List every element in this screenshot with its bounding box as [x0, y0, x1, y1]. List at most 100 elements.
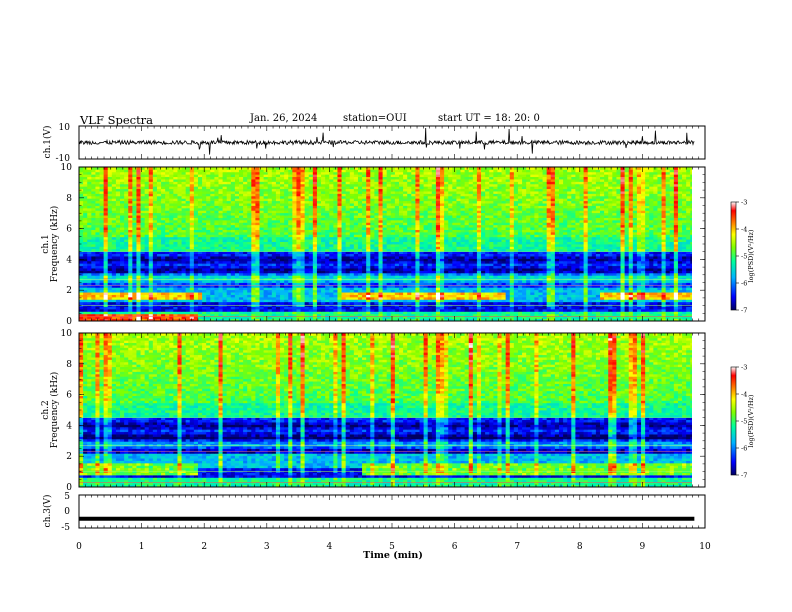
spectrogram-cell	[653, 253, 658, 257]
spectrogram-cell	[526, 260, 531, 264]
spectrogram-cell	[517, 244, 523, 247]
spectrogram-cell	[636, 268, 642, 271]
spectrogram-cell	[95, 260, 100, 264]
spectrogram-cell	[148, 284, 154, 288]
spectrogram-cell	[284, 284, 289, 288]
spectrogram-cell	[292, 289, 297, 293]
spectrogram-cell	[427, 294, 433, 298]
spectrogram-cell	[456, 253, 461, 257]
spectrogram-cell	[107, 244, 113, 247]
spectrogram-cell	[251, 299, 256, 303]
spectrogram-cell	[271, 251, 277, 255]
spectrogram-cell	[411, 251, 416, 255]
spectrogram-cell	[632, 306, 638, 310]
spectrogram-cell	[415, 275, 420, 279]
spectrogram-cell	[517, 268, 523, 271]
spectrogram-cell	[263, 253, 269, 257]
spectrogram-cell	[407, 270, 412, 274]
spectrogram-cell	[202, 301, 207, 305]
spectrogram-cell	[366, 292, 371, 295]
spectrogram-cell	[300, 244, 306, 247]
spectrogram-cell	[234, 270, 240, 274]
spectrogram-cell	[517, 301, 523, 305]
spectrogram-cell	[587, 306, 593, 310]
spectrogram-cell	[230, 248, 236, 252]
spectrogram-cell	[329, 308, 334, 312]
spectrogram-cell	[87, 244, 92, 247]
spectrogram-cell	[156, 308, 162, 312]
spectrogram-cell	[226, 306, 232, 310]
spectrogram-cell	[214, 253, 219, 257]
spectrogram-cell	[538, 244, 543, 247]
spectrogram-cell	[255, 268, 260, 271]
spectrogram-cell	[489, 316, 494, 319]
spectrogram-cell	[452, 248, 457, 252]
spectrogram-cell	[349, 289, 355, 293]
spectrogram-cell	[271, 272, 277, 276]
spectrogram-cell	[481, 241, 486, 245]
spectrogram-cell	[431, 268, 437, 271]
spectrogram-cell	[464, 280, 470, 283]
spectrogram-cell	[620, 246, 626, 250]
spectrogram-cell	[530, 272, 535, 276]
spectrogram-cell	[312, 299, 318, 303]
spectrogram-cell	[193, 289, 199, 293]
spectrogram-cell	[378, 289, 383, 293]
spectrogram-cell	[124, 282, 129, 286]
spectrogram-cell	[353, 296, 359, 300]
spectrogram-cell	[378, 265, 383, 269]
spectrogram-cell	[649, 299, 654, 303]
spectrogram-cell	[550, 296, 556, 300]
spectrogram-cell	[316, 299, 322, 303]
spectrogram-cell	[173, 256, 178, 259]
spectrogram-cell	[624, 248, 630, 252]
spectrogram-cell	[312, 272, 318, 276]
spectrogram-cell	[99, 318, 105, 321]
spectrogram-cell	[612, 251, 617, 255]
spectrogram-cell	[608, 296, 613, 300]
spectrogram-cell	[222, 299, 228, 303]
spectrogram-cell	[156, 275, 162, 279]
spectrogram-cell	[144, 318, 150, 321]
spectrogram-cell	[271, 280, 277, 283]
spectrogram-cell	[481, 294, 486, 298]
spectrogram-cell	[181, 318, 187, 321]
spectrogram-cell	[583, 258, 589, 262]
spectrogram-cell	[181, 296, 187, 300]
spectrogram-cell	[616, 296, 621, 300]
spectrogram-cell	[677, 265, 683, 269]
spectrogram-cell	[341, 241, 347, 245]
spectrogram-cell	[177, 280, 182, 283]
spectrogram-cell	[87, 253, 92, 257]
spectrogram-cell	[476, 308, 482, 312]
spectrogram-cell	[517, 316, 523, 319]
spectrogram-cell	[214, 248, 219, 252]
spectrogram-cell	[636, 301, 642, 305]
spectrogram-cell	[374, 308, 379, 312]
spectrogram-cell	[362, 282, 367, 286]
spectrogram-cell	[304, 308, 310, 312]
spectrogram-cell	[185, 282, 191, 286]
spectrogram-cell	[95, 241, 100, 245]
spectrogram-cell	[325, 316, 330, 319]
spectrogram-cell	[325, 248, 330, 252]
spectrogram-cell	[628, 296, 634, 300]
spectrogram-cell	[497, 301, 502, 305]
spectrogram-cell	[333, 253, 338, 257]
spectrogram-cell	[99, 301, 105, 305]
spectrogram-cell	[620, 265, 626, 269]
spectrogram-cell	[202, 258, 207, 262]
spectrogram-cell	[329, 301, 334, 305]
spectrogram-cell	[189, 270, 195, 274]
spectrogram-cell	[173, 318, 178, 321]
spectrogram-cell	[579, 311, 584, 315]
spectrogram-cell	[554, 253, 560, 257]
spectrogram-cell	[234, 299, 240, 303]
spectrogram-cell	[329, 275, 334, 279]
spectrogram-cell	[267, 299, 273, 303]
spectrogram-cell	[386, 301, 392, 305]
spectrogram-cell	[316, 272, 322, 276]
spectrogram-cell	[243, 280, 248, 283]
spectrogram-cell	[390, 256, 396, 259]
spectrogram-cell	[522, 268, 527, 271]
